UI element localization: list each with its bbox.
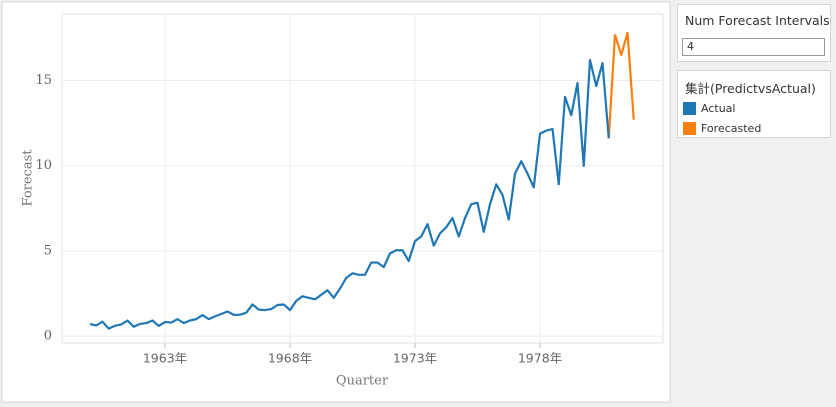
parameter-label: Num Forecast Intervals bbox=[685, 13, 830, 28]
legend-item[interactable]: Actual bbox=[683, 101, 735, 115]
legend: 集計(PredictvsActual) Actual Forecasted bbox=[677, 70, 831, 138]
y-tick-label: 15 bbox=[35, 73, 52, 88]
forecast-connector bbox=[607, 34, 617, 139]
plot-area bbox=[61, 13, 664, 344]
legend-label: Forecasted bbox=[701, 121, 762, 135]
x-tick-label: 1968年 bbox=[268, 351, 312, 366]
line-series bbox=[613, 31, 635, 120]
x-tick-label: 1978年 bbox=[518, 351, 562, 366]
parameter-input[interactable]: 4 bbox=[682, 38, 825, 56]
line-series bbox=[89, 58, 610, 330]
legend-title: 集計(PredictvsActual) bbox=[685, 81, 816, 96]
legend-item[interactable]: Forecasted bbox=[683, 121, 761, 135]
y-tick-label: 0 bbox=[44, 329, 52, 344]
y-tick-label: 5 bbox=[44, 243, 52, 258]
x-tick-label: 1963年 bbox=[143, 351, 187, 366]
x-axis-label: Quarter bbox=[336, 374, 389, 389]
chart: Forecast Quarter 0 5 10 15 1963年 1968年 1973年 19… bbox=[1, 1, 671, 403]
y-axis-label: Forecast bbox=[21, 149, 36, 207]
legend-swatch bbox=[683, 121, 696, 135]
forecast-parameter: Num Forecast Intervals 4 bbox=[677, 4, 831, 62]
legend-swatch bbox=[683, 101, 696, 115]
y-tick-label: 10 bbox=[35, 158, 52, 173]
legend-label: Actual bbox=[701, 101, 736, 115]
x-tick-label: 1973年 bbox=[393, 351, 437, 366]
